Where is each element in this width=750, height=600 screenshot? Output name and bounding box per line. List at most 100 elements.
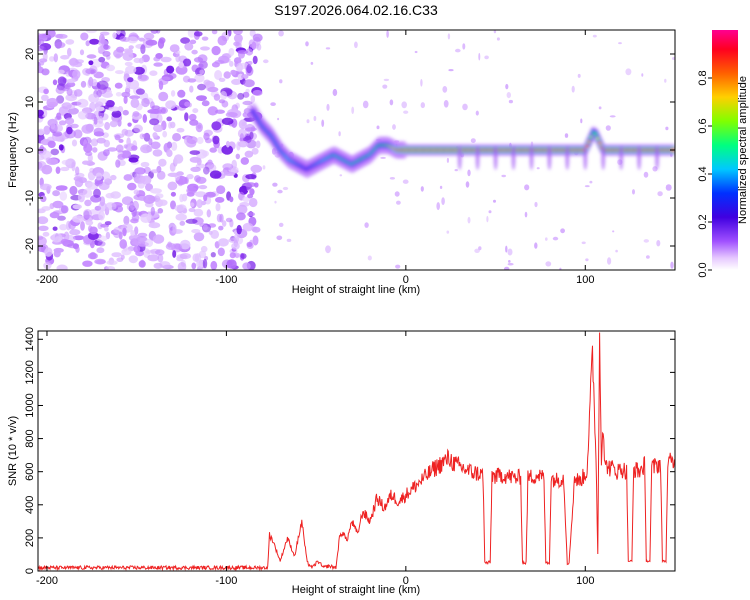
noise-speck xyxy=(354,41,358,49)
noise-speck xyxy=(403,110,409,114)
noise-speck xyxy=(470,138,476,144)
noise-speck xyxy=(249,131,254,140)
noise-speck xyxy=(140,161,150,168)
noise-speck xyxy=(184,112,189,122)
colorbar-tick-label: 0.8 xyxy=(697,70,709,85)
noise-speck xyxy=(196,266,203,270)
noise-speck xyxy=(396,200,401,205)
noise-speck xyxy=(153,62,163,67)
noise-speck xyxy=(95,106,105,112)
noise-speck xyxy=(474,248,480,253)
noise-speck xyxy=(49,211,60,219)
noise-speck xyxy=(212,135,220,145)
noise-speck xyxy=(155,30,161,34)
noise-speck xyxy=(66,126,73,135)
snr-frame xyxy=(37,330,676,572)
noise-speck xyxy=(279,79,283,84)
ridge-spike xyxy=(601,146,606,170)
noise-speck xyxy=(233,41,240,47)
noise-speck xyxy=(59,224,68,231)
noise-speck xyxy=(75,166,80,176)
noise-speck xyxy=(140,144,152,154)
noise-speck xyxy=(229,60,234,67)
noise-speck xyxy=(389,177,395,180)
noise-speck xyxy=(52,200,64,209)
noise-speck xyxy=(116,144,124,153)
noise-speck xyxy=(192,253,200,262)
noise-speck xyxy=(38,128,45,136)
y-tick-label: 0 xyxy=(24,568,36,574)
noise-speck xyxy=(217,247,225,257)
noise-speck xyxy=(125,49,134,55)
noise-speck xyxy=(98,56,106,63)
noise-speck xyxy=(124,61,133,67)
noise-speck xyxy=(77,192,85,203)
noise-speck xyxy=(85,68,97,75)
noise-speck xyxy=(231,78,242,85)
noise-speck xyxy=(196,199,203,209)
noise-speck xyxy=(198,250,207,259)
noise-speck xyxy=(111,110,122,118)
noise-speck xyxy=(117,153,126,160)
noise-speck xyxy=(123,95,128,104)
noise-speck xyxy=(230,69,237,76)
noise-speck xyxy=(545,261,552,267)
noise-speck xyxy=(175,213,187,221)
noise-speck xyxy=(110,174,117,181)
noise-speck xyxy=(524,211,528,218)
noise-speck xyxy=(152,149,163,157)
noise-speck xyxy=(82,260,93,267)
noise-speck xyxy=(505,83,509,90)
noise-speck xyxy=(552,236,559,241)
noise-speck xyxy=(39,144,45,154)
noise-speck xyxy=(455,48,461,53)
noise-speck xyxy=(170,191,176,197)
noise-speck xyxy=(196,157,202,166)
noise-speck xyxy=(414,50,418,54)
noise-speck xyxy=(95,172,103,181)
noise-speck xyxy=(618,42,622,45)
noise-speck xyxy=(209,147,217,153)
noise-speck xyxy=(42,51,48,62)
noise-speck xyxy=(436,202,441,211)
noise-speck xyxy=(203,166,210,175)
noise-speck xyxy=(217,35,228,46)
noise-speck xyxy=(382,84,388,89)
noise-speck xyxy=(150,141,161,150)
noise-speck xyxy=(54,41,66,49)
noise-speck xyxy=(149,188,162,194)
ridge-spike xyxy=(493,146,498,170)
noise-speck xyxy=(56,264,68,270)
noise-speck xyxy=(117,119,122,127)
noise-speck xyxy=(128,45,134,50)
noise-speck xyxy=(145,39,158,46)
noise-speck xyxy=(92,147,98,153)
noise-speck xyxy=(493,199,496,203)
noise-speck xyxy=(446,157,449,163)
noise-speck xyxy=(149,70,158,76)
x-tick-label: -200 xyxy=(36,575,58,587)
noise-speck xyxy=(338,131,341,137)
noise-speck xyxy=(61,102,72,110)
noise-speck xyxy=(504,266,510,270)
noise-speck xyxy=(95,259,106,265)
noise-speck xyxy=(194,31,203,37)
noise-speck xyxy=(57,76,67,86)
noise-speck xyxy=(179,239,191,250)
noise-speck xyxy=(137,232,148,238)
noise-speck xyxy=(65,39,75,45)
noise-speck xyxy=(643,239,649,243)
noise-speck xyxy=(157,208,164,214)
noise-speck xyxy=(222,163,234,171)
noise-speck xyxy=(200,245,208,253)
colorbar-tick-label: 0.0 xyxy=(697,262,709,277)
noise-speck xyxy=(81,124,94,134)
noise-speck xyxy=(186,173,194,180)
noise-speck xyxy=(49,56,55,62)
noise-speck xyxy=(632,189,635,195)
noise-speck xyxy=(69,229,81,236)
noise-speck xyxy=(270,102,276,106)
y-tick-label: 400 xyxy=(24,496,36,514)
noise-speck xyxy=(179,253,192,260)
